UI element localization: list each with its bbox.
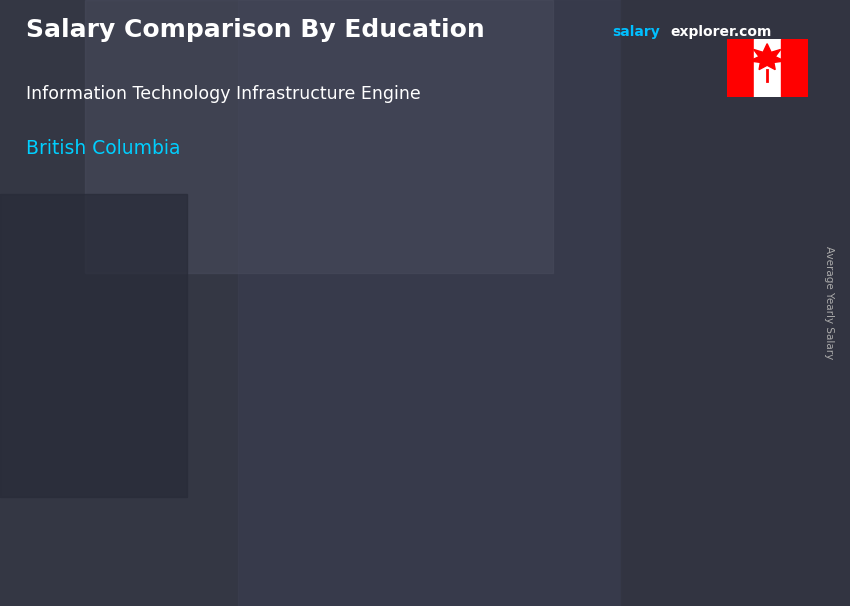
Polygon shape — [750, 44, 785, 70]
Text: Certificate or
Diploma: Certificate or Diploma — [179, 502, 271, 536]
Bar — [0, 194, 187, 497]
Polygon shape — [386, 307, 462, 314]
Bar — [85, 0, 552, 273]
Polygon shape — [386, 314, 446, 496]
Polygon shape — [247, 351, 264, 496]
Text: Information Technology Infrastructure Engine: Information Technology Infrastructure En… — [26, 85, 420, 103]
Polygon shape — [584, 239, 660, 247]
Text: 85,600 CAD: 85,600 CAD — [190, 325, 278, 341]
Text: Salary Comparison By Education: Salary Comparison By Education — [26, 18, 484, 42]
Bar — [780, 39, 808, 97]
Text: +32%: +32% — [280, 248, 353, 268]
Text: Bachelor's
Degree: Bachelor's Degree — [388, 502, 460, 536]
Polygon shape — [644, 239, 660, 496]
Text: +37%: +37% — [487, 177, 558, 197]
Text: explorer.com: explorer.com — [671, 25, 772, 39]
Text: British Columbia: British Columbia — [26, 139, 180, 158]
Bar — [620, 0, 850, 606]
Text: salary: salary — [612, 25, 660, 39]
Polygon shape — [446, 307, 462, 496]
Text: 113,000 CAD: 113,000 CAD — [388, 281, 485, 296]
Text: Master's
Degree: Master's Degree — [593, 502, 651, 536]
Polygon shape — [584, 247, 644, 496]
Text: Average Yearly Salary: Average Yearly Salary — [824, 247, 834, 359]
Polygon shape — [187, 358, 247, 496]
Bar — [754, 39, 780, 97]
Polygon shape — [187, 351, 264, 358]
Bar — [727, 39, 754, 97]
Bar — [238, 0, 620, 606]
Bar — [0, 0, 238, 606]
Text: 155,000 CAD: 155,000 CAD — [587, 213, 684, 228]
